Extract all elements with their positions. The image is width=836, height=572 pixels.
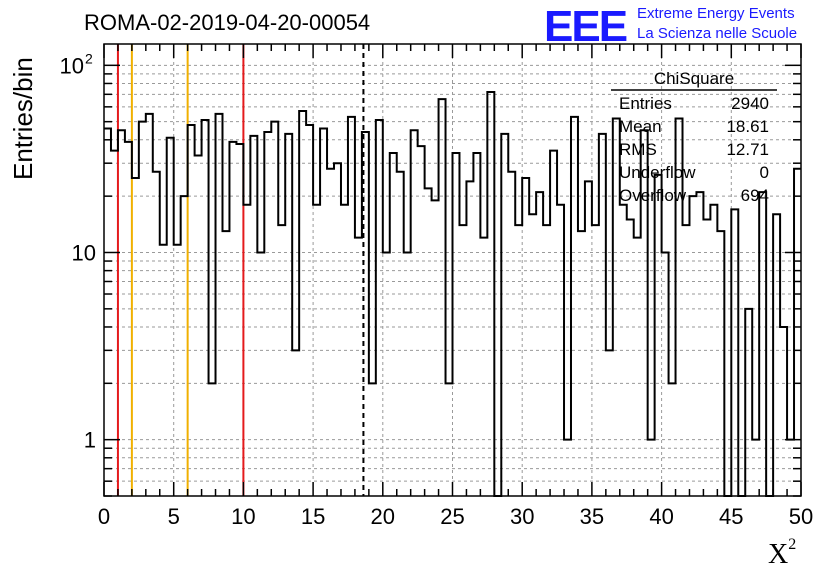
- y-axis-label: Entries/bin: [8, 57, 38, 180]
- stats-value: 12.71: [726, 140, 769, 159]
- chart-title: ROMA-02-2019-04-20-00054: [84, 10, 371, 35]
- stats-label: RMS: [619, 140, 657, 159]
- x-tick-label: 35: [580, 504, 604, 529]
- reference-lines: [116, 44, 365, 496]
- x-tick-label: 45: [719, 504, 743, 529]
- x-tick-label: 30: [510, 504, 534, 529]
- stats-label: Underflow: [619, 163, 696, 182]
- stats-value: 2940: [731, 94, 769, 113]
- logo-line-1: Extreme Energy Events: [637, 5, 795, 22]
- stats-label: Entries: [619, 94, 672, 113]
- y-tick-label: 1: [84, 428, 96, 453]
- stats-label: Overflow: [619, 186, 687, 205]
- x-tick-label: 25: [440, 504, 464, 529]
- logo-line-2: La Scienza nelle Scuole: [637, 25, 798, 42]
- stats-box: ChiSquare Entries 2940 Mean 18.61 RMS 12.71 Und…: [611, 69, 777, 205]
- stats-label: Mean: [619, 117, 662, 136]
- stats-value: 694: [741, 186, 769, 205]
- x-tick-label: 20: [371, 504, 395, 529]
- histogram-series: [104, 91, 801, 497]
- x-axis: 0 5 10 15 20 25 30 35 40 45 50: [98, 44, 813, 529]
- y-tick-label: 10: [60, 53, 84, 78]
- stats-header: ChiSquare: [654, 69, 734, 88]
- y-tick-label: 10: [72, 240, 96, 265]
- x-tick-label: 40: [649, 504, 673, 529]
- eee-logo: EEE: [544, 2, 628, 51]
- y-tick-label-exponent: 2: [85, 50, 93, 66]
- stats-value: 0: [760, 163, 769, 182]
- x-axis-label: X2: [768, 536, 797, 570]
- stats-value: 18.61: [726, 117, 769, 136]
- x-tick-label: 10: [231, 504, 255, 529]
- x-tick-label: 0: [98, 504, 110, 529]
- x-tick-label: 15: [301, 504, 325, 529]
- x-tick-label: 5: [168, 504, 180, 529]
- x-tick-label: 50: [789, 504, 813, 529]
